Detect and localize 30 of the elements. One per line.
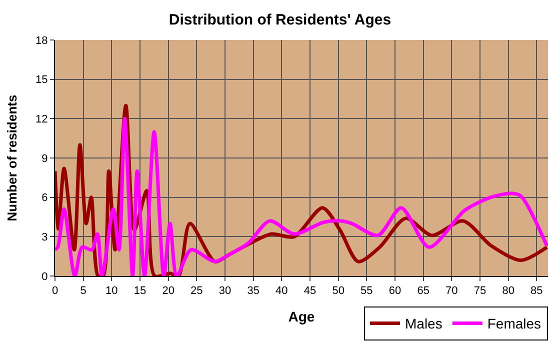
x-tick-label: 15 <box>134 285 146 298</box>
y-axis-title: Number of residents <box>4 94 20 222</box>
y-tick-label: 12 <box>36 114 48 126</box>
x-tick-label: 85 <box>530 285 543 298</box>
y-tick-label: 0 <box>42 270 48 283</box>
y-tick-label: 3 <box>42 232 48 244</box>
x-tick-label: 0 <box>52 285 58 298</box>
x-tick-label: 70 <box>446 285 458 298</box>
x-axis-title: Age <box>288 308 315 324</box>
legend-label: Males <box>405 316 442 332</box>
x-tick-label: 75 <box>474 285 486 298</box>
legend-label: Females <box>487 316 542 332</box>
x-tick-label: 5 <box>80 285 86 298</box>
y-tick-label: 9 <box>42 152 48 165</box>
y-tick-label: 18 <box>36 34 48 47</box>
x-tick-label: 50 <box>332 285 344 298</box>
y-tick-label: 15 <box>36 74 48 86</box>
x-tick-label: 45 <box>304 285 316 298</box>
x-tick-label: 40 <box>276 285 288 298</box>
x-tick-label: 25 <box>190 285 203 298</box>
x-tick-label: 65 <box>417 285 430 298</box>
x-tick-label: 80 <box>502 285 514 298</box>
x-tick-label: 30 <box>218 285 232 298</box>
x-tick-label: 10 <box>106 285 118 298</box>
x-tick-label: 20 <box>162 285 174 298</box>
x-tick-label: 60 <box>388 285 402 298</box>
y-tick-label: 6 <box>42 192 48 204</box>
x-tick-label: 55 <box>360 285 373 298</box>
chart-title: Distribution of Residents' Ages <box>168 12 392 29</box>
x-tick-label: 35 <box>247 285 260 298</box>
